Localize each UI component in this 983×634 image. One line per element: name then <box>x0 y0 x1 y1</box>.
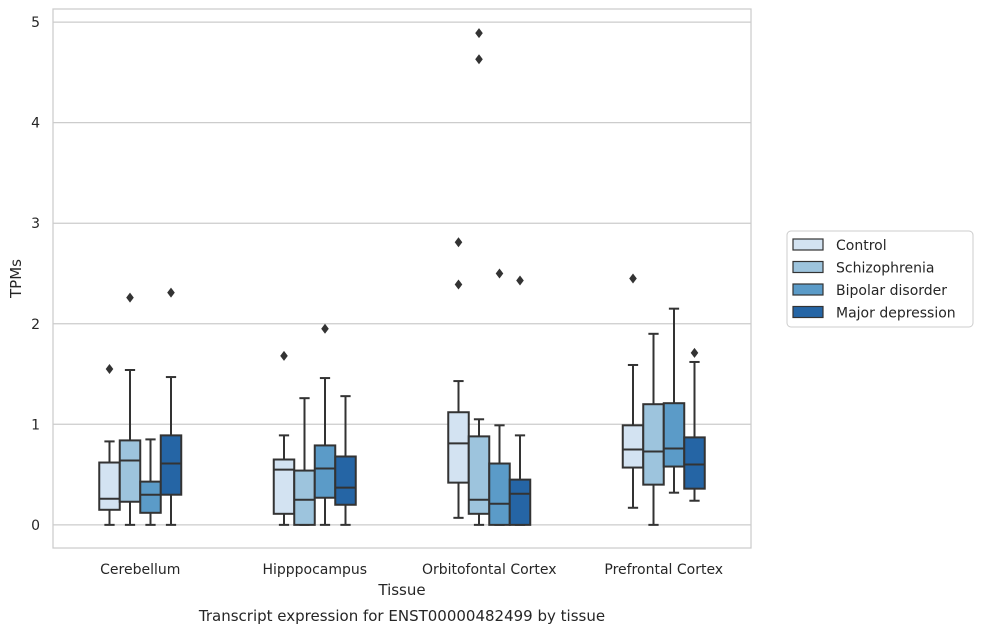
legend-item: Bipolar disorder <box>792 283 947 299</box>
box-body <box>662 402 686 468</box>
chart-caption: Transcript expression for ENST0000048249… <box>198 607 605 625</box>
box-body <box>447 411 470 484</box>
box-0-0 <box>98 364 121 526</box>
outlier-point <box>495 268 504 279</box>
outlier-point <box>629 273 637 284</box>
outlier-point <box>475 28 483 39</box>
box-3-2 <box>662 307 686 494</box>
box-1-1 <box>293 397 316 526</box>
box-3-1 <box>642 332 665 526</box>
legend-frame <box>786 230 974 328</box>
y-tick-label: 0 <box>31 518 40 534</box>
box-body <box>118 439 142 503</box>
legend-item: Major depression <box>792 305 956 322</box>
outlier-point <box>475 54 483 65</box>
box-body <box>272 458 296 515</box>
y-axis-label: TPMs <box>7 259 25 299</box>
box-2-0 <box>447 237 470 519</box>
box-body <box>642 403 665 486</box>
legend-swatch <box>792 305 824 319</box>
legend-item: Control <box>792 238 887 254</box>
box-body <box>683 436 706 490</box>
outlier-point <box>126 292 134 303</box>
box-2-3 <box>508 275 532 526</box>
legend-swatch <box>792 238 824 251</box>
box-0-2 <box>139 438 162 526</box>
legend: Control Schizophrenia Bipolar disorder Majo… <box>786 230 974 328</box>
box-body <box>159 434 183 496</box>
outlier-point <box>321 323 329 334</box>
box-body <box>488 462 511 526</box>
x-axis-label: Tissue <box>377 581 425 599</box>
box-3-0 <box>621 273 645 509</box>
legend-swatch <box>792 283 824 296</box>
x-tick-label: Prefrontal Cortex <box>604 562 723 578</box>
x-tick-label: Hipppocampus <box>262 562 367 578</box>
y-tick-label: 5 <box>31 15 40 31</box>
legend-item: Schizophrenia <box>792 260 934 277</box>
box-body <box>98 461 121 511</box>
y-tick-label: 4 <box>31 116 40 132</box>
box-3-3 <box>683 347 706 502</box>
grid-layer <box>53 21 751 526</box>
box-1-0 <box>272 350 296 526</box>
legend-swatch <box>792 260 824 274</box>
box-body <box>508 478 532 526</box>
outlier-point <box>105 364 114 375</box>
legend-label: Major depression <box>836 306 956 322</box>
box-body <box>313 444 337 499</box>
legend-label: Control <box>836 238 887 254</box>
box-2-2 <box>488 268 511 526</box>
legend-items: Control Schizophrenia Bipolar disorder Majo… <box>792 238 956 322</box>
box-body <box>334 455 357 506</box>
outlier-point <box>454 237 463 248</box>
x-tick-label: Cerebellum <box>100 562 180 578</box>
x-tick-label: Orbitofontal Cortex <box>422 562 557 578</box>
box-body <box>139 480 162 514</box>
box-body <box>293 469 316 526</box>
outlier-point <box>690 347 699 358</box>
box-body <box>467 435 491 515</box>
outlier-point <box>516 275 524 286</box>
box-1-3 <box>334 395 357 526</box>
outlier-point <box>167 287 175 298</box>
y-tick-label: 2 <box>31 317 40 333</box>
y-tick-label: 1 <box>31 417 40 433</box>
plot-frame <box>52 8 752 549</box>
x-tick-labels: Cerebellum Hipppocampus Orbitofontal Corte… <box>100 562 723 578</box>
outlier-point <box>280 350 288 361</box>
box-2-1 <box>467 28 491 526</box>
box-body <box>621 424 645 469</box>
y-tick-labels: 0 1 2 3 4 5 <box>31 15 40 534</box>
legend-label: Bipolar disorder <box>836 283 947 299</box>
legend-label: Schizophrenia <box>836 261 934 277</box>
box-0-1 <box>118 292 142 526</box>
y-tick-label: 3 <box>31 216 40 232</box>
boxes-layer <box>98 28 706 526</box>
outlier-point <box>454 279 463 290</box>
box-0-3 <box>159 287 183 526</box>
